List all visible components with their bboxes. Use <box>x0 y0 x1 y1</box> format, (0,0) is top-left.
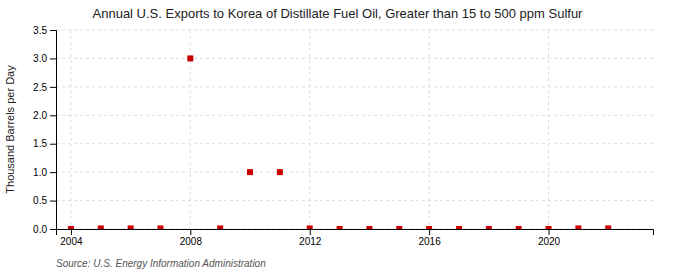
grid-line-y <box>56 200 653 201</box>
y-tick-mark <box>50 115 56 116</box>
y-axis-line <box>50 31 57 230</box>
x-axis: 2004 2008 2012 2016 2020 <box>57 229 654 247</box>
y-tick: 2.5 <box>33 82 56 93</box>
y-axis-title: Thousand Barrels per Day <box>4 65 16 194</box>
y-tick: 0.0 <box>33 224 56 235</box>
y-tick-label: 2.0 <box>33 110 47 121</box>
y-tick-mark <box>50 201 56 202</box>
y-tick: 3.0 <box>33 53 56 64</box>
annotation: Source: U.S. Energy Information Administ… <box>56 258 266 269</box>
grid-line-x <box>309 30 310 229</box>
grid-line-x <box>70 30 71 229</box>
grid-line-y <box>56 172 653 173</box>
y-axis: 0.0 0.5 1.0 1.5 2.0 2.5 3.0 3.5 <box>33 25 56 235</box>
x-tick-mark <box>310 229 311 235</box>
y-tick-label: 2.5 <box>33 82 47 93</box>
point <box>277 169 283 175</box>
x-tick-mark <box>429 229 430 235</box>
point <box>68 226 74 229</box>
y-tick-label: 1.0 <box>33 167 47 178</box>
x-tick-mark <box>71 229 72 235</box>
point <box>157 225 163 229</box>
x-axis-line <box>57 230 654 236</box>
grid-line-x <box>548 30 549 229</box>
y-tick-label: 0.5 <box>33 195 47 206</box>
y-tick-label: 3.0 <box>33 53 47 64</box>
y-tick-mark <box>50 229 56 230</box>
point <box>98 225 104 229</box>
point <box>366 226 372 229</box>
y-tick-mark <box>50 58 56 59</box>
y-tick-mark <box>50 87 56 88</box>
point <box>187 55 193 61</box>
chart: 2004 2008 2012 2016 2020 0.0 0.5 1.0 1.5 2.0 2.5 3.… <box>0 0 675 275</box>
x-tick-label: 2020 <box>538 236 561 247</box>
point <box>486 226 492 229</box>
x-tick: 2020 <box>538 229 561 247</box>
x-tick-mark <box>190 229 191 235</box>
grid-line-y <box>56 30 653 31</box>
x-tick: 2008 <box>180 229 203 247</box>
grid-line-y <box>56 143 653 144</box>
grid-line-y <box>56 115 653 116</box>
y-tick: 0.5 <box>33 195 56 206</box>
grid-line-y <box>56 58 653 59</box>
point <box>396 226 402 229</box>
point <box>217 225 223 229</box>
point <box>128 225 134 229</box>
y-tick: 2.0 <box>33 110 56 121</box>
y-tick-label: 1.5 <box>33 138 47 149</box>
x-tick: 2004 <box>60 229 83 247</box>
y-tick-mark <box>50 144 56 145</box>
x-tick-label: 2012 <box>299 236 322 247</box>
y-tick: 1.5 <box>33 138 56 149</box>
points <box>68 55 611 229</box>
point <box>516 226 522 229</box>
title: Annual U.S. Exports to Korea of Distilla… <box>93 6 584 21</box>
y-tick-label: 3.5 <box>33 25 47 36</box>
point <box>307 225 313 229</box>
x-tick: 2016 <box>419 229 442 247</box>
y-tick: 1.0 <box>33 167 56 178</box>
point <box>575 225 581 229</box>
y-tick-label: 0.0 <box>33 224 47 235</box>
y-tick-mark <box>50 172 56 173</box>
grid <box>56 30 653 229</box>
point <box>456 226 462 229</box>
x-tick-label: 2004 <box>60 236 83 247</box>
x-tick-mark <box>549 229 550 235</box>
plot-area: 2004 2008 2012 2016 2020 0.0 0.5 1.0 1.5 2.0 2.5 3.… <box>33 25 653 247</box>
y-tick-mark <box>50 30 56 31</box>
point <box>546 226 552 229</box>
x-tick-label: 2008 <box>180 236 203 247</box>
point <box>337 226 343 229</box>
grid-line-x <box>429 30 430 229</box>
grid-line-y <box>56 86 653 87</box>
x-tick: 2012 <box>299 229 322 247</box>
point <box>605 225 611 229</box>
x-tick-label: 2016 <box>419 236 442 247</box>
y-tick: 3.5 <box>33 25 56 36</box>
point <box>247 169 253 175</box>
point <box>426 226 432 229</box>
